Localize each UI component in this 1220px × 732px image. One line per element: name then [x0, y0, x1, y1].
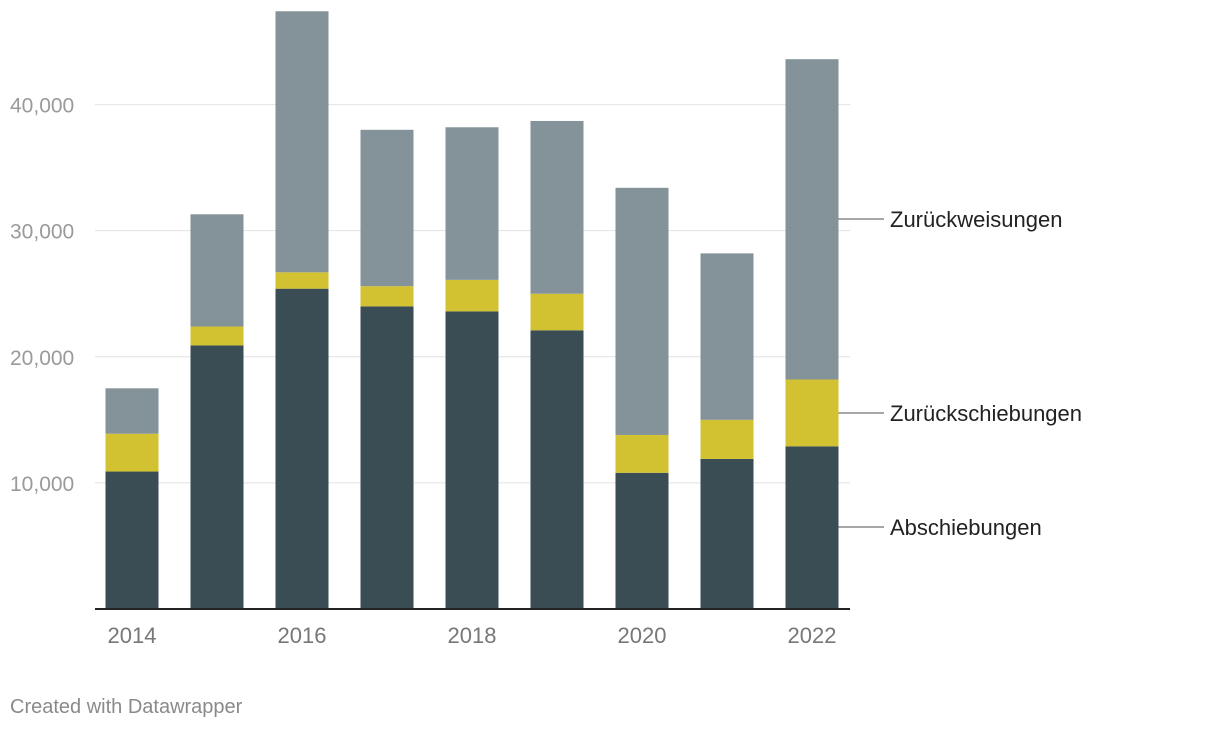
y-tick-label: 20,000: [10, 347, 74, 370]
bar-segment: [785, 59, 839, 380]
bar-segment: [275, 272, 329, 289]
bar-segment: [530, 293, 584, 331]
legend-label: Abschiebungen: [890, 515, 1042, 540]
legend-label: Zurückweisungen: [890, 207, 1062, 232]
bar-segment: [190, 214, 244, 327]
bars: [105, 11, 839, 609]
bar-segment: [275, 11, 329, 273]
bar-segment: [445, 127, 499, 280]
bar-segment: [700, 253, 754, 420]
y-tick-label: 30,000: [10, 221, 74, 244]
y-tick-label: 10,000: [10, 473, 74, 496]
bar-segment: [615, 187, 669, 435]
bar-segment: [615, 472, 669, 609]
x-tick-label: 2020: [618, 623, 667, 648]
bar-segment: [445, 311, 499, 609]
bar-segment: [105, 388, 159, 434]
credit-text: Created with Datawrapper: [10, 696, 243, 718]
bar-segment: [615, 434, 669, 473]
bar-segment: [105, 471, 159, 609]
legend-label: Zurückschiebungen: [890, 401, 1082, 426]
bar-segment: [530, 120, 584, 294]
bar-segment: [445, 279, 499, 312]
bar-segment: [700, 458, 754, 609]
bar-segment: [530, 330, 584, 609]
bar-segment: [785, 446, 839, 609]
bar-segment: [360, 306, 414, 609]
bar-segment: [360, 286, 414, 307]
legend: Abschiebungen Zurückschiebungen Zurückweis…: [838, 207, 1082, 540]
bar-segment: [360, 129, 414, 287]
x-tick-label: 2022: [788, 623, 837, 648]
x-tick-label: 2014: [108, 623, 157, 648]
bar-segment: [190, 326, 244, 346]
x-axis: 2014 2016 2018 2020 2022: [95, 608, 850, 648]
bar-segment: [275, 288, 329, 609]
y-tick-label: 40,000: [10, 95, 74, 118]
x-tick-label: 2016: [278, 623, 327, 648]
bar-segment: [785, 379, 839, 447]
bar-segment: [700, 419, 754, 459]
x-tick-label: 2018: [448, 623, 497, 648]
bar-segment: [105, 433, 159, 472]
bar-segment: [190, 345, 244, 609]
